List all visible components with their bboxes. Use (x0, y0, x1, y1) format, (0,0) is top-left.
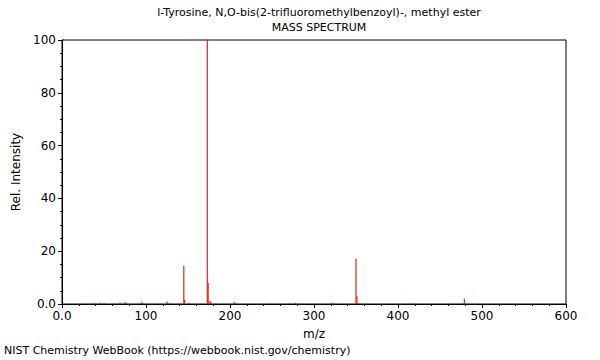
svg-text:500: 500 (471, 309, 494, 323)
svg-text:NIST Chemistry WebBook (https:: NIST Chemistry WebBook (https://webbook.… (4, 344, 351, 357)
svg-text:200: 200 (219, 309, 242, 323)
svg-text:80: 80 (41, 86, 56, 100)
svg-text:Rel. Intensity: Rel. Intensity (9, 133, 23, 211)
svg-text:40: 40 (41, 191, 56, 205)
svg-text:400: 400 (387, 309, 410, 323)
svg-text:l-Tyrosine, N,O-bis(2-trifluor: l-Tyrosine, N,O-bis(2-trifluoromethylben… (157, 6, 481, 19)
svg-text:0.0: 0.0 (52, 309, 71, 323)
svg-text:0.0: 0.0 (36, 297, 56, 311)
svg-text:100: 100 (33, 33, 56, 47)
svg-text:m/z: m/z (303, 327, 325, 341)
svg-text:300: 300 (303, 309, 326, 323)
svg-text:100: 100 (135, 309, 158, 323)
svg-text:600: 600 (555, 309, 578, 323)
svg-text:20: 20 (41, 244, 56, 258)
svg-text:MASS SPECTRUM: MASS SPECTRUM (272, 21, 367, 34)
svg-text:60: 60 (41, 139, 56, 153)
